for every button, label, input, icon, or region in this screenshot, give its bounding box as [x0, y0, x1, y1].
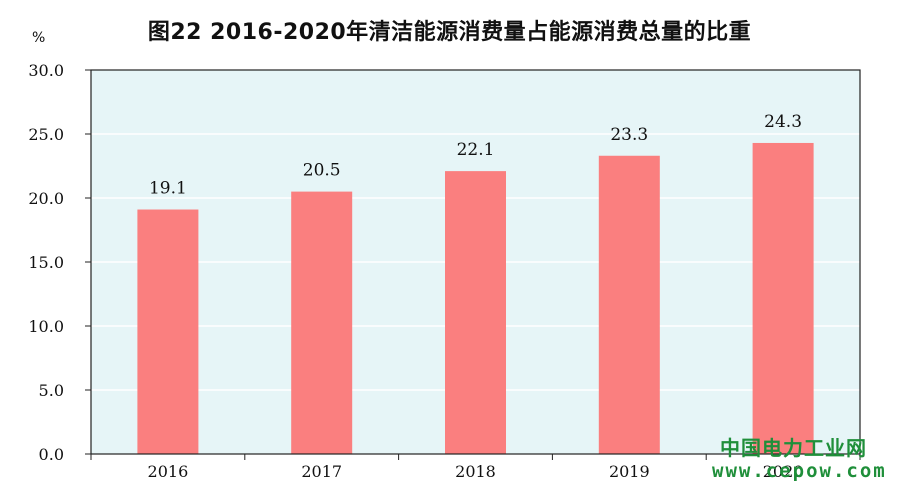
data-label-2017: 20.5: [303, 161, 341, 181]
data-label-2020: 24.3: [764, 112, 802, 132]
x-tick-label-2018: 2018: [455, 462, 496, 481]
data-label-2018: 22.1: [457, 140, 495, 160]
data-label-2016: 19.1: [149, 179, 187, 199]
bar-2018: [445, 171, 506, 454]
y-unit-label: %: [32, 30, 46, 46]
bar-2020: [752, 142, 814, 454]
y-tick-label: 5.0: [39, 381, 64, 400]
watermark-site-name: 中国电力工业网: [720, 436, 867, 460]
y-tick-label: 10.0: [28, 317, 64, 336]
y-tick-label: 15.0: [28, 253, 64, 272]
bar-2017: [291, 191, 353, 454]
data-label-2019: 23.3: [610, 125, 648, 145]
x-tick-label-2017: 2017: [301, 462, 342, 481]
x-tick-label-2020: 2020: [763, 462, 804, 481]
bar-2016: [137, 209, 199, 454]
y-tick-label: 20.0: [28, 189, 64, 208]
x-tick-label-2019: 2019: [609, 462, 650, 481]
watermark-url: www.cepow.com: [712, 460, 887, 482]
y-tick-label: 30.0: [28, 61, 64, 80]
chart-title: 图22 2016-2020年清洁能源消费量占能源消费总量的比重: [147, 20, 752, 45]
y-tick-label: 0.0: [39, 445, 64, 464]
y-tick-label: 25.0: [28, 125, 64, 144]
bar-2019: [598, 155, 660, 454]
x-tick-label-2016: 2016: [148, 462, 189, 481]
